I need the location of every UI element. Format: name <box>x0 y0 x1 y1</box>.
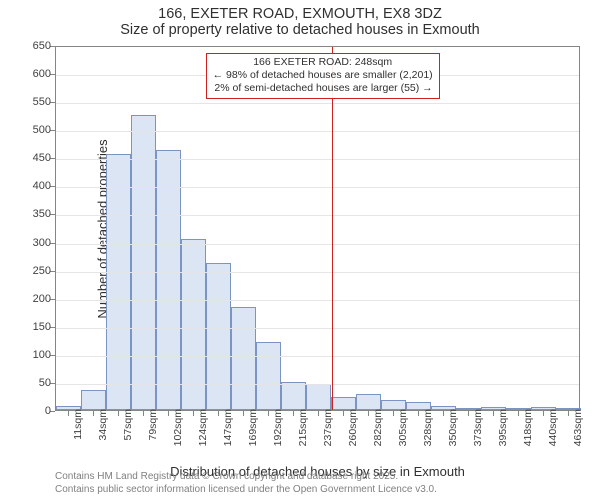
ytick-label: 550 <box>21 96 51 108</box>
bar <box>156 150 181 410</box>
xtick-label: 11sqm <box>72 409 84 459</box>
gridline <box>56 159 579 160</box>
gridline <box>56 187 579 188</box>
gridline <box>56 103 579 104</box>
xtick-mark <box>143 411 144 416</box>
title-line-2: Size of property relative to detached ho… <box>0 22 600 38</box>
xtick-label: 215sqm <box>297 409 309 459</box>
xtick-label: 192sqm <box>272 409 284 459</box>
xtick-label: 260sqm <box>347 409 359 459</box>
xtick-label: 350sqm <box>447 409 459 459</box>
ytick-label: 300 <box>21 237 51 249</box>
gridline <box>56 300 579 301</box>
xtick-mark <box>243 411 244 416</box>
xtick-mark <box>418 411 419 416</box>
gridline <box>56 131 579 132</box>
bar <box>106 154 131 410</box>
xtick-label: 282sqm <box>372 409 384 459</box>
ytick-label: 0 <box>21 405 51 417</box>
annotation-title: 166 EXETER ROAD: 248sqm <box>213 56 433 69</box>
ytick-label: 100 <box>21 349 51 361</box>
xtick-mark <box>568 411 569 416</box>
xtick-mark <box>443 411 444 416</box>
xtick-mark <box>93 411 94 416</box>
xtick-mark <box>118 411 119 416</box>
xtick-mark <box>343 411 344 416</box>
xtick-label: 440sqm <box>547 409 559 459</box>
bar <box>281 382 306 410</box>
gridline <box>56 244 579 245</box>
annotation-line-2: 2% of semi-detached houses are larger (5… <box>213 82 433 95</box>
bar <box>256 342 281 411</box>
xtick-label: 57sqm <box>122 409 134 459</box>
xtick-mark <box>268 411 269 416</box>
ytick-label: 500 <box>21 124 51 136</box>
gridline <box>56 384 579 385</box>
annotation-line-1: ← 98% of detached houses are smaller (2,… <box>213 69 433 82</box>
xtick-label: 395sqm <box>497 409 509 459</box>
ytick-label: 350 <box>21 208 51 220</box>
bar <box>81 390 106 410</box>
xtick-mark <box>543 411 544 416</box>
bar <box>206 263 231 410</box>
xtick-mark <box>318 411 319 416</box>
ytick-label: 250 <box>21 265 51 277</box>
ytick-label: 450 <box>21 152 51 164</box>
gridline <box>56 272 579 273</box>
ytick-label: 400 <box>21 180 51 192</box>
xtick-mark <box>368 411 369 416</box>
gridline <box>56 328 579 329</box>
ytick-label: 650 <box>21 40 51 52</box>
chart-title: 166, EXETER ROAD, EXMOUTH, EX8 3DZ Size … <box>0 0 600 38</box>
ytick-label: 50 <box>21 377 51 389</box>
xtick-mark <box>193 411 194 416</box>
bar <box>231 307 256 410</box>
plot-wrap: Number of detached properties 166 EXETER… <box>55 46 580 411</box>
xtick-label: 305sqm <box>397 409 409 459</box>
gridline <box>56 215 579 216</box>
xtick-mark <box>468 411 469 416</box>
ytick-label: 600 <box>21 68 51 80</box>
xtick-label: 237sqm <box>322 409 334 459</box>
xtick-mark <box>218 411 219 416</box>
xtick-mark <box>493 411 494 416</box>
ytick-label: 200 <box>21 293 51 305</box>
footer: Contains HM Land Registry data © Crown c… <box>55 471 437 496</box>
xtick-mark <box>293 411 294 416</box>
xtick-label: 79sqm <box>147 409 159 459</box>
xtick-mark <box>168 411 169 416</box>
xtick-label: 34sqm <box>97 409 109 459</box>
marker-line <box>332 47 333 410</box>
xtick-label: 418sqm <box>522 409 534 459</box>
bar <box>356 394 381 410</box>
bar <box>306 384 331 410</box>
ytick-label: 150 <box>21 321 51 333</box>
plot-area: 166 EXETER ROAD: 248sqm ← 98% of detache… <box>55 46 580 411</box>
title-line-1: 166, EXETER ROAD, EXMOUTH, EX8 3DZ <box>0 6 600 22</box>
xtick-label: 169sqm <box>247 409 259 459</box>
xtick-mark <box>393 411 394 416</box>
annotation-box: 166 EXETER ROAD: 248sqm ← 98% of detache… <box>206 53 440 99</box>
xtick-mark <box>518 411 519 416</box>
gridline <box>56 356 579 357</box>
xtick-label: 463sqm <box>572 409 584 459</box>
xtick-label: 328sqm <box>422 409 434 459</box>
xtick-label: 373sqm <box>472 409 484 459</box>
footer-line-1: Contains HM Land Registry data © Crown c… <box>55 471 437 484</box>
xtick-label: 102sqm <box>172 409 184 459</box>
xtick-label: 147sqm <box>222 409 234 459</box>
xtick-label: 124sqm <box>197 409 209 459</box>
xtick-mark <box>68 411 69 416</box>
bar <box>331 397 356 410</box>
footer-line-2: Contains public sector information licen… <box>55 484 437 497</box>
